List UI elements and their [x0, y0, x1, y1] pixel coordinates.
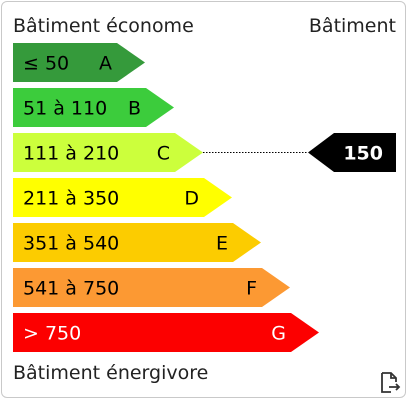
class-range-label: > 750 — [23, 323, 81, 345]
class-bar-a — [13, 43, 145, 82]
indicator-badge — [308, 133, 396, 172]
class-bar-f — [13, 268, 290, 307]
column-title: Bâtiment — [308, 15, 396, 37]
class-letter-label: B — [128, 98, 141, 120]
chart-title: Bâtiment économe — [13, 15, 194, 37]
class-letter-label: F — [246, 278, 257, 300]
class-range-label: 111 à 210 — [23, 143, 119, 165]
export-icon[interactable] — [378, 371, 402, 395]
class-bar-b — [13, 88, 174, 127]
class-letter-label: E — [216, 233, 228, 255]
class-bar-e — [13, 223, 261, 262]
indicator-value-label: 150 — [343, 143, 383, 165]
class-letter-label: A — [99, 53, 112, 75]
class-bar-d — [13, 178, 232, 217]
class-range-label: 351 à 540 — [23, 233, 119, 255]
class-range-label: 211 à 350 — [23, 188, 119, 210]
class-range-label: ≤ 50 — [23, 53, 69, 75]
class-range-label: 51 à 110 — [23, 98, 107, 120]
footer-label: Bâtiment énergivore — [13, 362, 209, 384]
class-letter-label: C — [157, 143, 170, 165]
class-bar-c — [13, 133, 203, 172]
class-range-label: 541 à 750 — [23, 278, 119, 300]
class-bar-g — [13, 313, 319, 352]
class-letter-label: D — [184, 188, 199, 210]
class-letter-label: G — [271, 323, 286, 345]
